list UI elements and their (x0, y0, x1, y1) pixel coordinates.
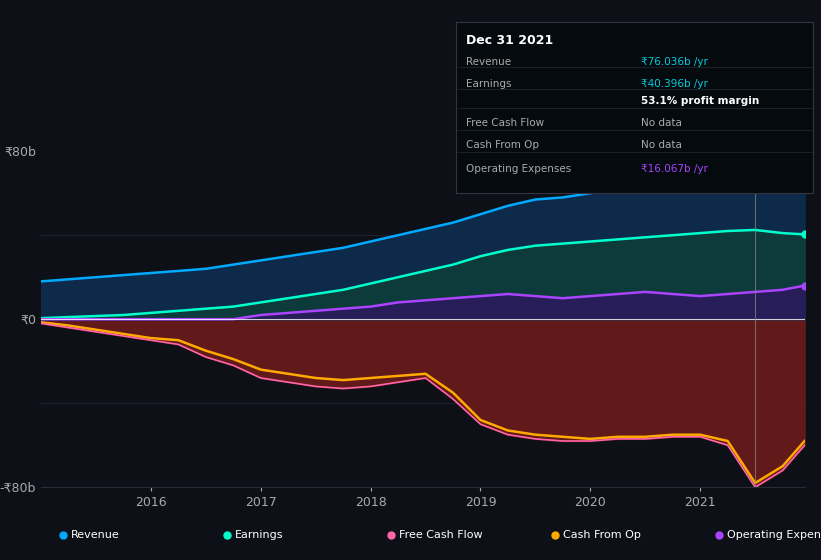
Text: No data: No data (641, 118, 682, 128)
Text: Dec 31 2021: Dec 31 2021 (466, 34, 553, 48)
Text: No data: No data (641, 140, 682, 150)
Text: ₹16.067b /yr: ₹16.067b /yr (641, 164, 709, 174)
Text: Cash From Op: Cash From Op (563, 530, 641, 540)
Text: Revenue: Revenue (466, 57, 511, 67)
Text: Cash From Op: Cash From Op (466, 140, 539, 150)
Text: ₹76.036b /yr: ₹76.036b /yr (641, 57, 709, 67)
Text: ₹40.396b /yr: ₹40.396b /yr (641, 79, 709, 89)
Text: Operating Expenses: Operating Expenses (727, 530, 821, 540)
Text: 53.1% profit margin: 53.1% profit margin (641, 96, 759, 106)
Text: Earnings: Earnings (235, 530, 283, 540)
Text: Free Cash Flow: Free Cash Flow (399, 530, 483, 540)
Text: Earnings: Earnings (466, 79, 511, 89)
Text: Free Cash Flow: Free Cash Flow (466, 118, 544, 128)
Text: Operating Expenses: Operating Expenses (466, 164, 571, 174)
Text: Revenue: Revenue (71, 530, 120, 540)
